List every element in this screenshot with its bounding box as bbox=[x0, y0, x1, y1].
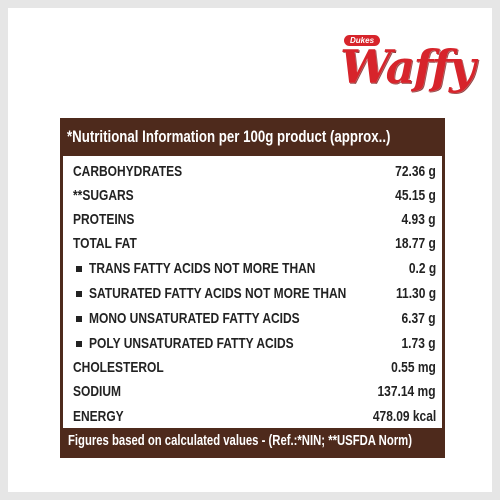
nutrient-value: 0.55 mg bbox=[391, 359, 436, 376]
nutrient-value: 72.36 g bbox=[395, 163, 436, 180]
bullet bbox=[76, 291, 82, 297]
nutrient-name: MONO UNSATURATED FATTY ACIDS bbox=[89, 310, 300, 327]
table-row: MONO UNSATURATED FATTY ACIDS 6.37 g bbox=[63, 307, 442, 331]
bullet bbox=[76, 316, 82, 322]
nutrient-value: 18.77 g bbox=[395, 235, 436, 252]
table-body: CARBOHYDRATES 72.36 g **SUGARS 45.15 g PROTE… bbox=[63, 156, 442, 428]
table-row: **SUGARS 45.15 g bbox=[63, 184, 442, 208]
table-row: TRANS FATTY ACIDS NOT MORE THAN 0.2 g bbox=[63, 257, 442, 281]
nutrient-name: POLY UNSATURATED FATTY ACIDS bbox=[89, 335, 294, 352]
nutrient-name: TRANS FATTY ACIDS NOT MORE THAN bbox=[89, 260, 316, 277]
nutrient-name: SODIUM bbox=[73, 383, 121, 400]
nutrient-value: 45.15 g bbox=[395, 187, 436, 204]
nutrient-value: 478.09 kcal bbox=[372, 408, 436, 425]
table-row: TOTAL FAT 18.77 g bbox=[63, 232, 442, 256]
nutrient-name: CHOLESTEROL bbox=[73, 359, 164, 376]
nutrient-name: PROTEINS bbox=[73, 211, 135, 228]
nutrient-value: 1.73 g bbox=[401, 335, 436, 352]
nutrient-value: 137.14 mg bbox=[377, 383, 436, 400]
table-row: ENERGY 478.09 kcal bbox=[63, 405, 442, 429]
nutrition-table: *Nutritional Information per 100g produc… bbox=[60, 118, 445, 458]
table-row: SODIUM 137.14 mg bbox=[63, 380, 442, 404]
nutrient-name: SATURATED FATTY ACIDS NOT MORE THAN bbox=[89, 285, 347, 302]
table-row: POLY UNSATURATED FATTY ACIDS 1.73 g bbox=[63, 332, 442, 356]
nutrient-name: CARBOHYDRATES bbox=[73, 163, 183, 180]
table-row: PROTEINS 4.93 g bbox=[63, 208, 442, 232]
table-footer: Figures based on calculated values - (Re… bbox=[68, 433, 412, 449]
table-row: CARBOHYDRATES 72.36 g bbox=[63, 160, 442, 184]
nutrient-name: TOTAL FAT bbox=[73, 235, 137, 252]
nutrient-value: 6.37 g bbox=[401, 310, 436, 327]
table-row: CHOLESTEROL 0.55 mg bbox=[63, 356, 442, 380]
table-row: SATURATED FATTY ACIDS NOT MORE THAN 11.30… bbox=[63, 282, 442, 306]
bullet bbox=[76, 266, 82, 272]
bullet bbox=[76, 341, 82, 347]
nutrient-name: **SUGARS bbox=[73, 187, 134, 204]
table-title: *Nutritional Information per 100g produc… bbox=[67, 127, 391, 146]
nutrient-value: 11.30 g bbox=[395, 285, 436, 302]
nutrient-name: ENERGY bbox=[73, 408, 124, 425]
logo: Waffy bbox=[340, 40, 476, 94]
nutrient-value: 4.93 g bbox=[401, 211, 436, 228]
brand: Dukes bbox=[344, 35, 381, 46]
nutrient-value: 0.2 g bbox=[408, 260, 436, 277]
